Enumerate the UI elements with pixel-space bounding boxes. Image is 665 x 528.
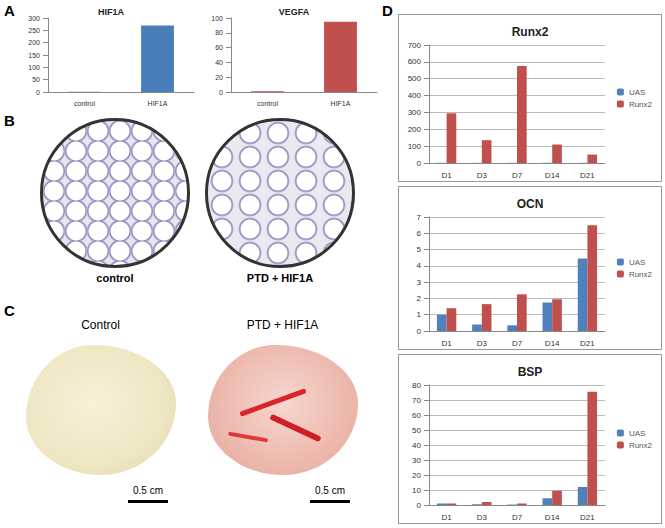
svg-text:Runx2: Runx2 xyxy=(629,441,653,450)
svg-text:40: 40 xyxy=(215,59,223,66)
svg-text:70: 70 xyxy=(412,396,421,405)
svg-text:100: 100 xyxy=(211,15,223,22)
svg-text:D14: D14 xyxy=(545,513,560,522)
svg-text:150: 150 xyxy=(28,52,40,59)
svg-text:HIF1A: HIF1A xyxy=(331,100,351,107)
svg-text:20: 20 xyxy=(215,74,223,81)
svg-text:2: 2 xyxy=(417,294,422,303)
svg-text:4: 4 xyxy=(417,261,422,270)
svg-text:UAS: UAS xyxy=(629,88,645,97)
svg-text:D14: D14 xyxy=(545,339,560,348)
html-text:B: B xyxy=(4,112,15,129)
svg-text:300: 300 xyxy=(408,108,422,117)
svg-text:40: 40 xyxy=(412,441,421,450)
svg-text:D21: D21 xyxy=(580,171,595,180)
svg-text:200: 200 xyxy=(28,39,40,46)
html-text:PTD + HIF1A: PTD + HIF1A xyxy=(246,318,319,332)
svg-text:50: 50 xyxy=(412,426,421,435)
html-text:0.5 cm: 0.5 cm xyxy=(315,485,345,496)
svg-text:250: 250 xyxy=(28,27,40,34)
svg-text:20: 20 xyxy=(412,471,421,480)
svg-text:500: 500 xyxy=(408,74,422,83)
svg-text:D1: D1 xyxy=(441,513,452,522)
svg-text:0: 0 xyxy=(417,159,422,168)
svg-text:HIF1A: HIF1A xyxy=(148,100,168,107)
html-text:PTD + HIF1A: PTD + HIF1A xyxy=(246,272,314,284)
svg-text:UAS: UAS xyxy=(629,429,645,438)
svg-text:D7: D7 xyxy=(512,513,523,522)
html-text:Control: Control xyxy=(81,318,120,332)
svg-text:600: 600 xyxy=(408,57,422,66)
svg-text:D7: D7 xyxy=(512,339,523,348)
svg-text:D21: D21 xyxy=(580,513,595,522)
svg-text:control: control xyxy=(257,100,278,107)
svg-text:D1: D1 xyxy=(441,339,452,348)
svg-text:60: 60 xyxy=(412,411,421,420)
svg-text:700: 700 xyxy=(408,41,422,50)
svg-text:80: 80 xyxy=(215,29,223,36)
svg-text:D3: D3 xyxy=(477,339,488,348)
html-text:D: D xyxy=(382,2,393,19)
svg-text:5: 5 xyxy=(417,245,422,254)
svg-text:50: 50 xyxy=(32,76,40,83)
svg-text:10: 10 xyxy=(412,486,421,495)
svg-text:Runx2: Runx2 xyxy=(629,100,653,109)
svg-text:control: control xyxy=(74,100,95,107)
svg-text:0: 0 xyxy=(417,327,422,336)
svg-text:400: 400 xyxy=(408,91,422,100)
svg-text:80: 80 xyxy=(412,381,421,390)
svg-text:6: 6 xyxy=(417,229,422,238)
svg-text:Runx2: Runx2 xyxy=(629,270,653,279)
svg-text:D1: D1 xyxy=(441,171,452,180)
svg-text:HIF1A: HIF1A xyxy=(98,7,125,17)
svg-text:1: 1 xyxy=(417,310,422,319)
svg-text:7: 7 xyxy=(417,213,422,222)
html-text:A: A xyxy=(4,2,15,19)
svg-text:VEGFA: VEGFA xyxy=(279,7,310,17)
html-text:0.5 cm: 0.5 cm xyxy=(133,485,163,496)
svg-text:Runx2: Runx2 xyxy=(512,25,549,39)
svg-text:30: 30 xyxy=(412,456,421,465)
svg-text:100: 100 xyxy=(28,64,40,71)
svg-text:200: 200 xyxy=(408,125,422,134)
svg-text:UAS: UAS xyxy=(629,258,645,267)
svg-text:OCN: OCN xyxy=(517,197,544,211)
html-text:control: control xyxy=(96,272,134,284)
svg-text:D21: D21 xyxy=(580,339,595,348)
svg-text:D3: D3 xyxy=(477,171,488,180)
svg-text:300: 300 xyxy=(28,15,40,22)
html-text:C: C xyxy=(4,302,15,319)
svg-text:D14: D14 xyxy=(545,171,560,180)
svg-text:0: 0 xyxy=(417,501,422,510)
svg-text:D7: D7 xyxy=(512,171,523,180)
svg-text:60: 60 xyxy=(215,44,223,51)
svg-text:0: 0 xyxy=(36,89,40,96)
svg-text:100: 100 xyxy=(408,142,422,151)
svg-text:D3: D3 xyxy=(477,513,488,522)
svg-text:0: 0 xyxy=(219,89,223,96)
svg-text:3: 3 xyxy=(417,278,422,287)
svg-text:BSP: BSP xyxy=(518,365,543,379)
